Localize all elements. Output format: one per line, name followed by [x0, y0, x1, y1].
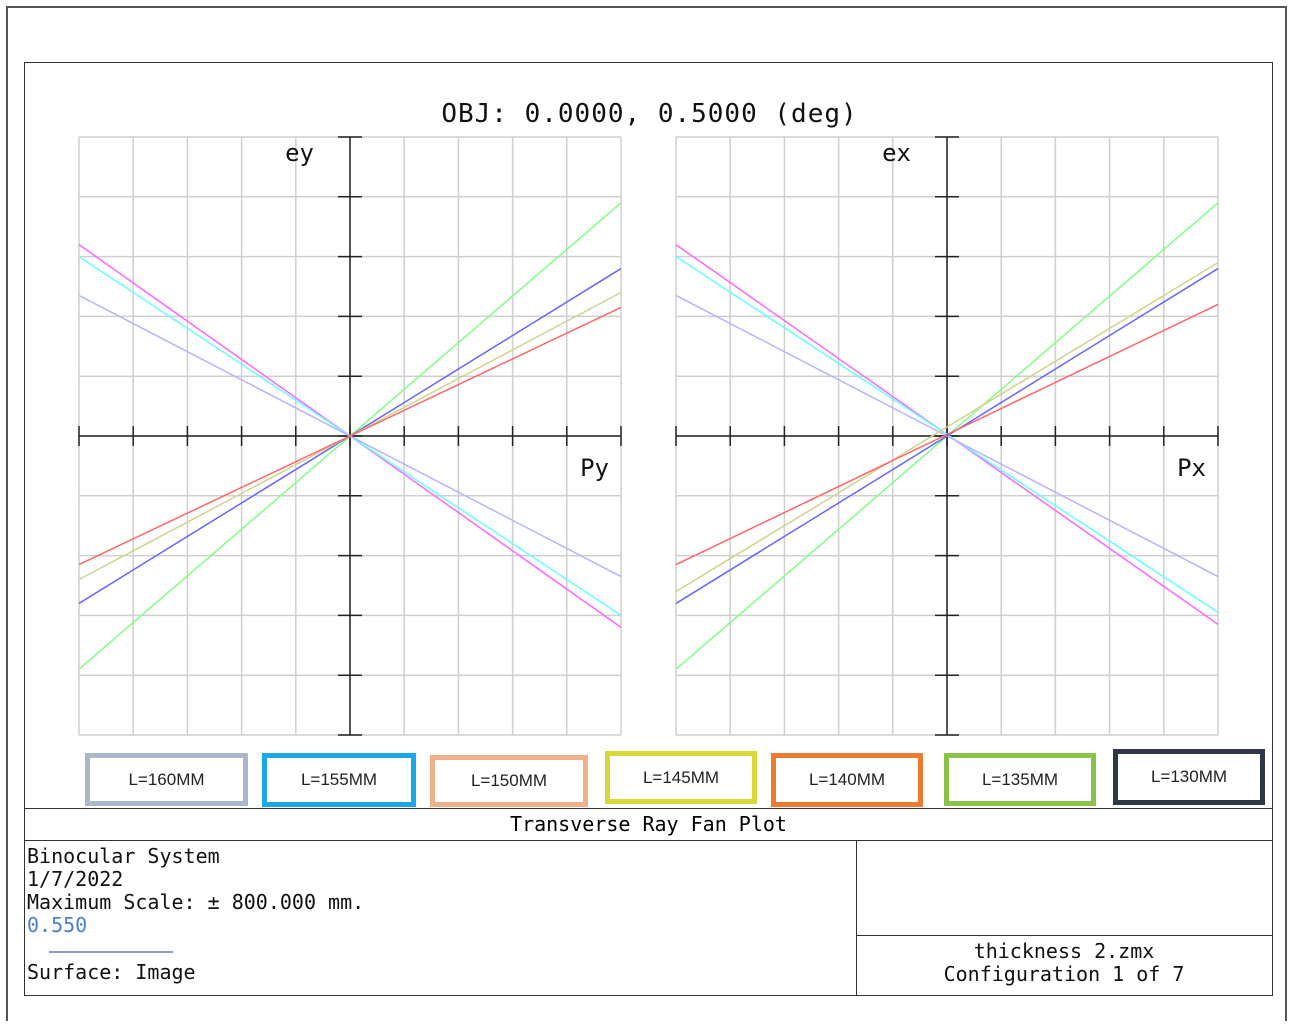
legend-item-l-155mm: L=155MM [262, 753, 416, 807]
chart-title: OBJ: 0.0000, 0.5000 (deg) [441, 99, 858, 129]
right-series-l=135mm [675, 261, 1219, 593]
left-ylabel: ey [285, 139, 314, 167]
left-series-l=130mm [78, 306, 622, 566]
right-series-l=140mm [675, 267, 1219, 605]
file-name: thickness 2.zmx [973, 939, 1155, 963]
plot-window: OBJ: 0.0000, 0.5000 (deg) ey Py ex Px L=16… [24, 62, 1273, 996]
surface-text: Surface: Image [27, 960, 196, 984]
footer-title: Transverse Ray Fan Plot [510, 812, 787, 836]
panel-ey-py: ey Py [78, 136, 622, 736]
footer-band-bottom [25, 840, 1272, 841]
configuration-text: Configuration 1 of 7 [943, 962, 1185, 986]
wavelength-swatch [49, 951, 173, 953]
footer-box-divider [856, 935, 1272, 936]
legend-item-l-160mm: L=160MM [85, 753, 248, 806]
footer-divider [856, 840, 857, 996]
date-text: 1/7/2022 [27, 867, 124, 891]
legend-item-l-150mm: L=150MM [430, 755, 588, 807]
scale-text: Maximum Scale: ± 800.000 mm. [27, 890, 365, 914]
wavelength-label: 0.550 [27, 913, 88, 937]
right-xlabel: Px [1177, 454, 1206, 482]
legend-item-l-130mm: L=130MM [1113, 749, 1265, 805]
outer-frame [6, 6, 1287, 1021]
system-name: Binocular System [27, 844, 220, 868]
panel-ex-px: ex Px [675, 136, 1219, 736]
right-ylabel: ex [882, 139, 911, 167]
left-xlabel: Py [580, 454, 609, 482]
legend-item-l-145mm: L=145MM [605, 751, 757, 804]
legend-item-l-140mm: L=140MM [771, 753, 923, 807]
legend-item-l-135mm: L=135MM [944, 753, 1096, 806]
ray-fan-charts: ey Py ex Px [78, 136, 1219, 736]
footer-band-top [25, 808, 1272, 809]
right-series-l=130mm [675, 303, 1219, 566]
